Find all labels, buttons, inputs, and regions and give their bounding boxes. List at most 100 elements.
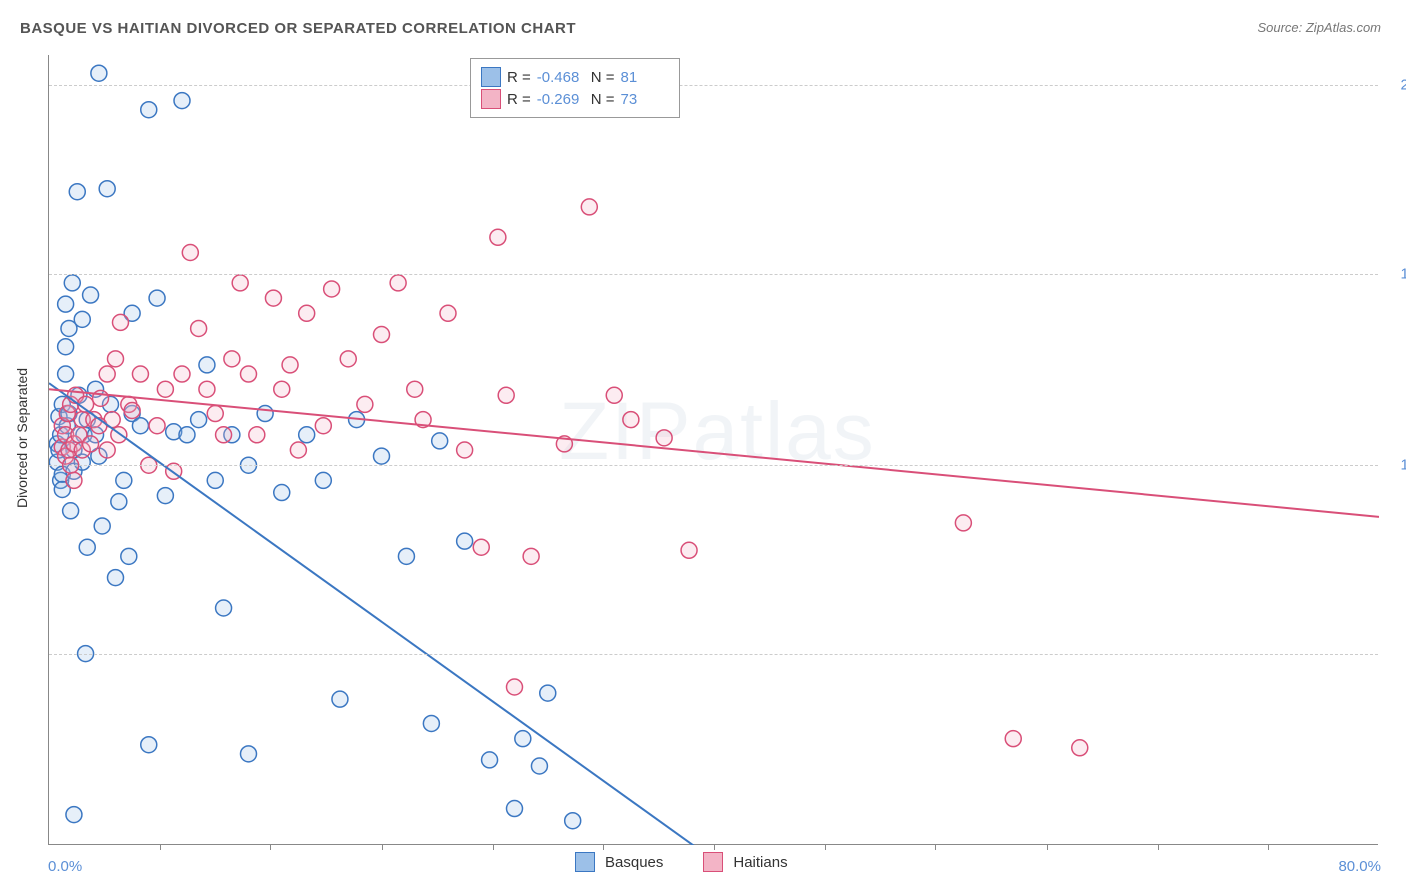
x-tick (160, 844, 161, 850)
x-axis-end-label: 80.0% (1338, 858, 1381, 875)
data-point (1072, 740, 1088, 756)
data-point (216, 600, 232, 616)
data-point (507, 801, 523, 817)
data-point (274, 381, 290, 397)
data-point (490, 229, 506, 245)
data-point (282, 357, 298, 373)
data-point (199, 381, 215, 397)
source-attribution: Source: ZipAtlas.com (1257, 20, 1381, 35)
data-point (111, 494, 127, 510)
swatch-haitians-icon (481, 89, 501, 109)
data-point (91, 65, 107, 81)
data-point (390, 275, 406, 291)
data-point (232, 275, 248, 291)
data-point (432, 433, 448, 449)
data-point (315, 472, 331, 488)
data-point (515, 731, 531, 747)
data-point (656, 430, 672, 446)
data-point (182, 245, 198, 261)
data-point (174, 93, 190, 109)
stats-row-basques: R = -0.468 N = 81 (481, 67, 669, 87)
data-point (1005, 731, 1021, 747)
r-label: R = (507, 91, 531, 108)
data-point (63, 503, 79, 519)
data-point (124, 403, 140, 419)
data-point (473, 539, 489, 555)
x-tick (270, 844, 271, 850)
legend-swatch-haitians-icon (703, 852, 723, 872)
x-tick (382, 844, 383, 850)
data-point (407, 381, 423, 397)
gridline (49, 465, 1378, 466)
scatter-svg (49, 55, 1379, 845)
data-point (94, 518, 110, 534)
data-point (224, 351, 240, 367)
x-tick (603, 844, 604, 850)
n-value-basques: 81 (621, 69, 669, 86)
gridline (49, 85, 1378, 86)
r-value-haitians: -0.269 (537, 91, 585, 108)
stats-legend: R = -0.468 N = 81 R = -0.269 N = 73 (470, 58, 680, 118)
data-point (531, 758, 547, 774)
data-point (108, 351, 124, 367)
data-point (249, 427, 265, 443)
y-tick-label: 12.5% (1400, 457, 1406, 474)
data-point (216, 427, 232, 443)
data-point (565, 813, 581, 829)
data-point (112, 314, 128, 330)
data-point (141, 102, 157, 118)
data-point (141, 737, 157, 753)
n-value-haitians: 73 (621, 91, 669, 108)
trend-line (49, 389, 1379, 517)
data-point (149, 290, 165, 306)
data-point (357, 396, 373, 412)
data-point (274, 485, 290, 501)
data-point (324, 281, 340, 297)
data-point (157, 381, 173, 397)
x-tick (493, 844, 494, 850)
data-point (132, 418, 148, 434)
data-point (79, 539, 95, 555)
data-point (132, 366, 148, 382)
r-value-basques: -0.468 (537, 69, 585, 86)
n-label: N = (591, 91, 615, 108)
data-point (340, 351, 356, 367)
data-point (457, 533, 473, 549)
data-point (315, 418, 331, 434)
data-point (241, 366, 257, 382)
series-legend: Basques Haitians (575, 852, 788, 872)
stats-row-haitians: R = -0.269 N = 73 (481, 89, 669, 109)
data-point (623, 412, 639, 428)
data-point (955, 515, 971, 531)
x-tick (1047, 844, 1048, 850)
data-point (64, 275, 80, 291)
x-tick (714, 844, 715, 850)
data-point (523, 548, 539, 564)
data-point (191, 320, 207, 336)
legend-swatch-basques-icon (575, 852, 595, 872)
data-point (58, 296, 74, 312)
data-point (99, 366, 115, 382)
data-point (121, 548, 137, 564)
legend-label-basques: Basques (605, 854, 663, 871)
data-point (66, 807, 82, 823)
y-tick-label: 25.0% (1400, 77, 1406, 94)
data-point (606, 387, 622, 403)
data-point (290, 442, 306, 458)
data-point (74, 311, 90, 327)
plot-area: ZIPatlas 6.3%12.5%18.8%25.0% (48, 55, 1378, 845)
x-axis-start-label: 0.0% (48, 858, 82, 875)
x-tick (935, 844, 936, 850)
data-point (423, 715, 439, 731)
data-point (482, 752, 498, 768)
data-point (149, 418, 165, 434)
data-point (265, 290, 281, 306)
data-point (157, 488, 173, 504)
data-point (199, 357, 215, 373)
data-point (99, 442, 115, 458)
data-point (398, 548, 414, 564)
data-point (58, 366, 74, 382)
data-point (108, 570, 124, 586)
data-point (440, 305, 456, 321)
n-label: N = (591, 69, 615, 86)
